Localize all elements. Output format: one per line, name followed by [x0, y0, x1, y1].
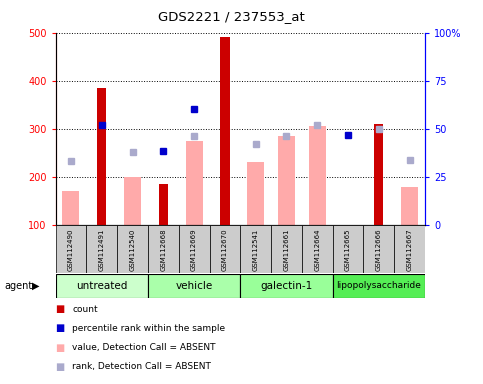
Bar — [240, 225, 271, 273]
Bar — [333, 274, 425, 298]
Bar — [401, 187, 418, 225]
Bar — [220, 38, 229, 225]
Text: galectin-1: galectin-1 — [260, 281, 313, 291]
Text: untreated: untreated — [76, 281, 128, 291]
Bar — [309, 126, 326, 225]
Bar — [97, 88, 106, 225]
Text: ■: ■ — [56, 343, 65, 353]
Text: ▶: ▶ — [31, 281, 39, 291]
Bar — [56, 225, 86, 273]
Bar — [271, 225, 302, 273]
Bar — [364, 225, 394, 273]
Bar — [394, 225, 425, 273]
Text: GSM112661: GSM112661 — [284, 228, 289, 271]
Text: vehicle: vehicle — [175, 281, 213, 291]
Text: value, Detection Call = ABSENT: value, Detection Call = ABSENT — [72, 343, 216, 352]
Bar — [179, 225, 210, 273]
Text: GSM112540: GSM112540 — [129, 228, 136, 271]
Text: GSM112669: GSM112669 — [191, 228, 197, 271]
Bar — [56, 274, 148, 298]
Text: GSM112541: GSM112541 — [253, 228, 259, 271]
Text: GSM112668: GSM112668 — [160, 228, 166, 271]
Bar — [62, 191, 79, 225]
Text: GSM112665: GSM112665 — [345, 228, 351, 271]
Bar — [247, 162, 264, 225]
Text: GSM112670: GSM112670 — [222, 228, 228, 271]
Bar — [185, 141, 202, 225]
Text: ■: ■ — [56, 304, 65, 314]
Text: agent: agent — [5, 281, 33, 291]
Bar — [148, 225, 179, 273]
Bar — [117, 225, 148, 273]
Text: ■: ■ — [56, 362, 65, 372]
Text: count: count — [72, 305, 98, 314]
Text: GSM112666: GSM112666 — [376, 228, 382, 271]
Text: GDS2221 / 237553_at: GDS2221 / 237553_at — [158, 10, 305, 23]
Bar — [240, 274, 333, 298]
Bar — [124, 177, 141, 225]
Text: percentile rank within the sample: percentile rank within the sample — [72, 324, 226, 333]
Bar — [302, 225, 333, 273]
Bar — [148, 274, 241, 298]
Text: rank, Detection Call = ABSENT: rank, Detection Call = ABSENT — [72, 362, 212, 371]
Text: lipopolysaccharide: lipopolysaccharide — [337, 281, 421, 290]
Text: GSM112667: GSM112667 — [407, 228, 412, 271]
Text: GSM112664: GSM112664 — [314, 228, 320, 271]
Bar — [159, 184, 168, 225]
Text: GSM112490: GSM112490 — [68, 228, 74, 271]
Bar — [86, 225, 117, 273]
Bar — [374, 124, 384, 225]
Text: ■: ■ — [56, 323, 65, 333]
Bar — [333, 225, 364, 273]
Bar — [210, 225, 240, 273]
Bar — [278, 136, 295, 225]
Text: GSM112491: GSM112491 — [99, 228, 105, 271]
